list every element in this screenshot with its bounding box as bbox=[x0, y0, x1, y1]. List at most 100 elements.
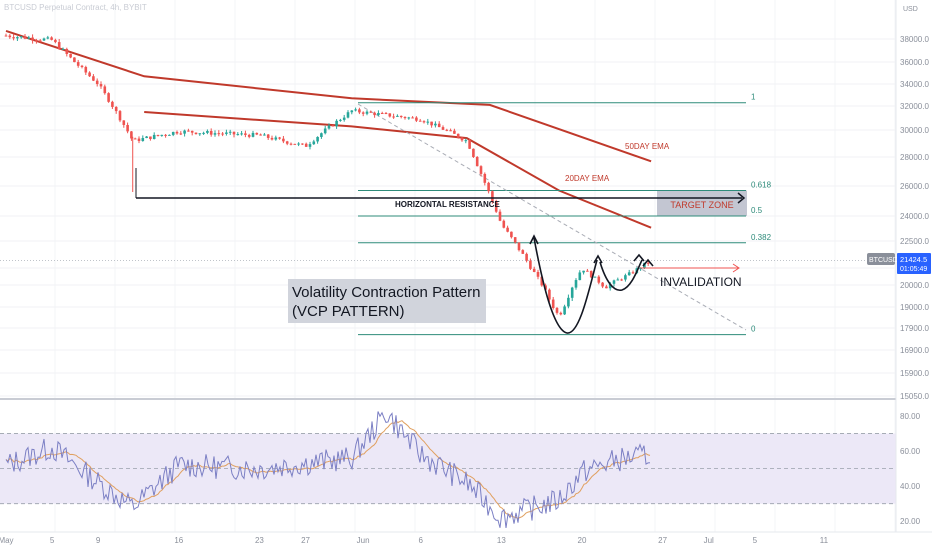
candle-body bbox=[411, 117, 414, 119]
candle-body bbox=[320, 133, 323, 137]
candle-body bbox=[445, 129, 449, 131]
rsi-tick-label: 60.00 bbox=[900, 447, 921, 456]
candle-body bbox=[251, 132, 255, 137]
vcp-contraction-curve-1[interactable] bbox=[533, 237, 598, 334]
candle-body bbox=[289, 143, 293, 145]
candle-body bbox=[388, 113, 392, 117]
candle-body bbox=[361, 112, 365, 114]
invalidation-arrow-icon bbox=[732, 263, 740, 273]
price-tick-label: 36000.0 bbox=[900, 58, 929, 67]
candle-body bbox=[194, 132, 198, 135]
candle-body bbox=[190, 130, 194, 133]
target-zone-label: TARGET ZONE bbox=[670, 200, 733, 210]
price-badge-symbol: BTCUSD bbox=[869, 257, 898, 264]
candle-body bbox=[358, 109, 361, 113]
candle-body bbox=[548, 289, 551, 300]
price-tick-label: 38000.0 bbox=[900, 35, 929, 44]
fib-level-label: 0.618 bbox=[751, 181, 772, 190]
candle-body bbox=[479, 166, 483, 174]
descending-trendline[interactable] bbox=[357, 103, 747, 331]
horizontal-resistance-label: HORIZONTAL RESISTANCE bbox=[395, 200, 501, 209]
time-tick-label: Jun bbox=[357, 536, 370, 545]
time-tick-label: 13 bbox=[497, 536, 506, 545]
time-tick-label: 11 bbox=[820, 536, 829, 545]
vcp-arrowhead-3-icon bbox=[633, 253, 645, 262]
current-price-badge[interactable]: BTCUSD 21424.5 01:05:49 bbox=[867, 253, 931, 274]
candle-body bbox=[92, 76, 95, 81]
time-tick-label: Jul bbox=[704, 536, 714, 545]
candle-body bbox=[266, 134, 270, 138]
candle-body bbox=[35, 40, 38, 42]
symbol-title[interactable]: BTCUSD Perpetual Contract, 4h, BYBIT bbox=[4, 3, 147, 12]
candle-body bbox=[415, 117, 418, 121]
candle-body bbox=[171, 131, 175, 135]
candle-body bbox=[487, 182, 490, 192]
candle-body bbox=[373, 112, 376, 116]
fib-level-label: 0 bbox=[751, 325, 756, 334]
candle-body bbox=[506, 227, 509, 232]
vcp-label-box[interactable] bbox=[288, 279, 486, 323]
candle-body bbox=[213, 133, 217, 135]
candle-body bbox=[532, 268, 536, 272]
candle-body bbox=[202, 132, 205, 134]
price-tick-label: 15900.0 bbox=[900, 369, 929, 378]
invalidation-label: INVALIDATION bbox=[660, 275, 742, 289]
time-tick-label: 16 bbox=[174, 536, 183, 545]
fib-levels[interactable]: 1 0.618 0.5 0.382 0 bbox=[358, 93, 772, 336]
time-tick-label: 5 bbox=[753, 536, 758, 545]
candle-body bbox=[156, 134, 160, 136]
candle-body bbox=[69, 53, 72, 58]
price-tick-label: 24000.0 bbox=[900, 212, 929, 221]
price-tick-label: 20000.0 bbox=[900, 281, 929, 290]
candle-body bbox=[316, 136, 319, 142]
ema50-label: 50DAY EMA bbox=[625, 142, 670, 151]
candle-body bbox=[84, 67, 88, 73]
rsi-tick-label: 80.00 bbox=[900, 412, 921, 421]
time-axis[interactable] bbox=[0, 532, 932, 550]
candle-body bbox=[145, 136, 148, 139]
candle-body bbox=[274, 137, 278, 140]
candle-body bbox=[460, 137, 464, 141]
candle-body bbox=[255, 132, 259, 135]
candle-body bbox=[301, 143, 304, 145]
candle-body bbox=[491, 191, 494, 202]
candle-body bbox=[350, 110, 354, 113]
candle-body bbox=[16, 37, 19, 39]
candle-body bbox=[597, 276, 601, 283]
candle-body bbox=[23, 36, 27, 39]
price-tick-label: 16900.0 bbox=[900, 346, 929, 355]
rsi-scale-ticks: 80.00 60.00 40.00 20.00 bbox=[900, 412, 921, 526]
candle-body bbox=[559, 312, 563, 315]
candle-body bbox=[422, 121, 426, 123]
ema20-label: 20DAY EMA bbox=[565, 174, 610, 183]
candle-body bbox=[601, 282, 604, 287]
candle-body bbox=[525, 253, 528, 261]
target-zone-box[interactable] bbox=[657, 190, 747, 217]
candle-body bbox=[65, 48, 69, 54]
rsi-tick-label: 20.00 bbox=[900, 517, 921, 526]
candle-body bbox=[225, 132, 228, 134]
candle-body bbox=[304, 143, 308, 147]
fib-level-label: 0.5 bbox=[751, 206, 763, 215]
candle-body bbox=[76, 62, 80, 66]
vcp-arrowhead-4-icon bbox=[642, 258, 654, 267]
time-tick-label: 9 bbox=[96, 536, 101, 545]
candle-body bbox=[122, 120, 126, 125]
candle-body bbox=[80, 65, 84, 68]
candle-body bbox=[646, 262, 650, 264]
candle-body bbox=[38, 40, 42, 42]
candle-body bbox=[563, 306, 566, 315]
vcp-contraction-curve-2[interactable] bbox=[599, 259, 643, 291]
candle-body bbox=[574, 280, 578, 288]
candle-body bbox=[19, 36, 23, 38]
vcp-label-line2: (VCP PATTERN) bbox=[292, 303, 405, 320]
candle-body bbox=[540, 276, 544, 286]
candle-body bbox=[631, 272, 635, 274]
candle-body bbox=[107, 93, 110, 102]
candle-body bbox=[12, 37, 15, 39]
candle-body bbox=[270, 137, 274, 140]
price-tick-label: 34000.0 bbox=[900, 80, 929, 89]
candle-body bbox=[430, 121, 433, 126]
fib-level-label: 1 bbox=[751, 93, 756, 102]
